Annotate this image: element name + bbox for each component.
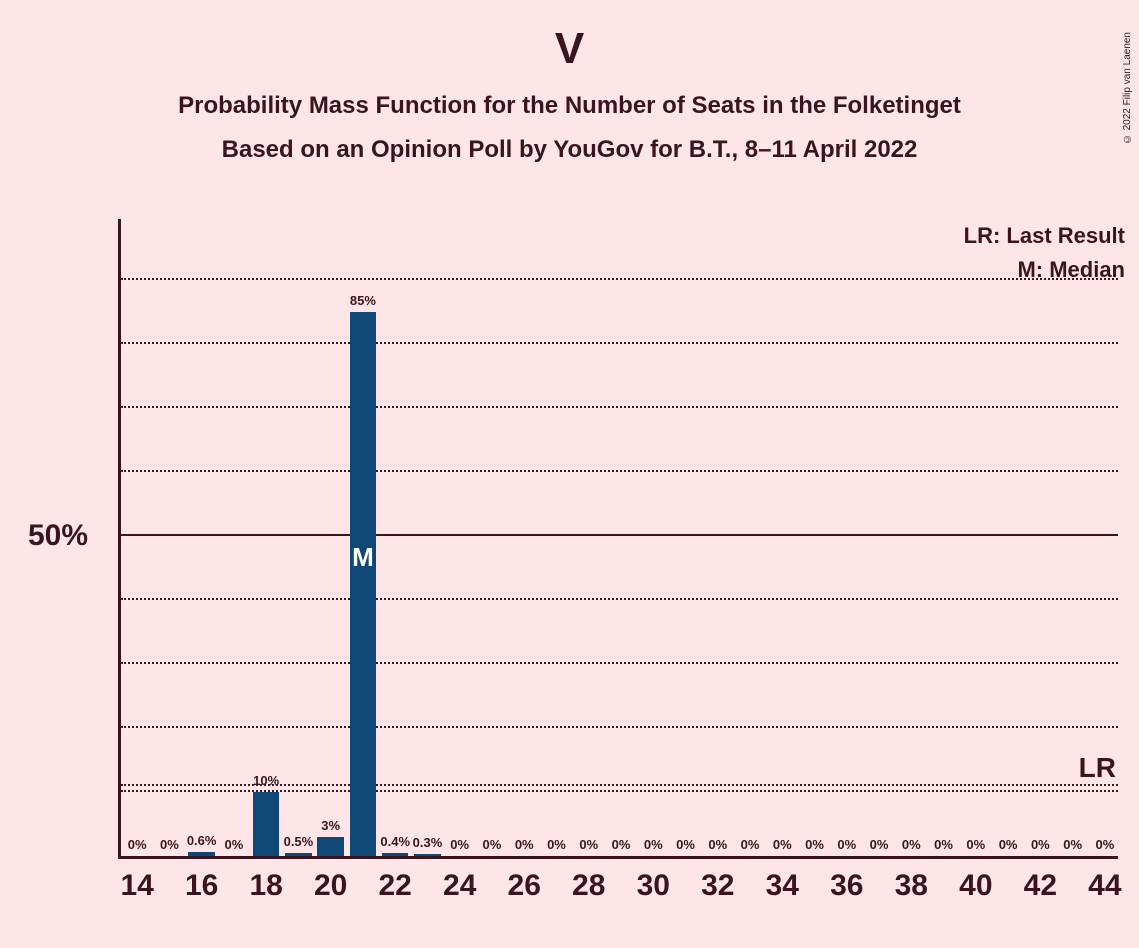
chart-subtitle-1: Probability Mass Function for the Number…	[0, 92, 1139, 120]
x-axis-tick-label: 14	[120, 869, 153, 903]
bar	[382, 853, 408, 856]
x-axis-tick-label: 24	[443, 869, 476, 903]
x-axis-tick-label: 26	[508, 869, 541, 903]
x-axis-tick-label: 38	[895, 869, 928, 903]
plot-region: 50%LR0%0%0.6%0%10%0.5%3%85%0.4%0.3%0%0%0…	[118, 219, 1118, 859]
bar-value-label: 0.5%	[284, 834, 314, 849]
x-axis-tick-label: 36	[830, 869, 863, 903]
x-axis-tick-label: 32	[701, 869, 734, 903]
copyright-text: © 2022 Filip van Laenen	[1122, 32, 1133, 144]
bar-value-label: 0%	[224, 837, 243, 852]
x-axis-tick-label: 30	[637, 869, 670, 903]
bar	[414, 854, 440, 856]
x-axis-tick-label: 20	[314, 869, 347, 903]
bar-value-label: 0%	[870, 837, 889, 852]
bar-value-label: 0.6%	[187, 833, 217, 848]
bar-value-label: 0%	[966, 837, 985, 852]
bar-value-label: 0%	[1095, 837, 1114, 852]
bar-value-label: 0%	[1031, 837, 1050, 852]
gridline	[121, 342, 1118, 344]
bar-value-label: 0%	[837, 837, 856, 852]
bar-value-label: 0%	[450, 837, 469, 852]
bar-value-label: 0%	[160, 837, 179, 852]
bar-value-label: 85%	[350, 293, 376, 308]
bar-value-label: 0%	[644, 837, 663, 852]
bar-value-label: 0.4%	[380, 834, 410, 849]
bar	[253, 792, 279, 856]
bar-value-label: 0.3%	[413, 835, 443, 850]
x-axis-tick-label: 42	[1024, 869, 1057, 903]
x-axis-tick-label: 18	[249, 869, 282, 903]
x-axis-tick-label: 34	[766, 869, 799, 903]
bar-value-label: 0%	[902, 837, 921, 852]
gridline	[121, 470, 1118, 472]
gridline	[121, 534, 1118, 536]
bar-value-label: 3%	[321, 818, 340, 833]
chart-subtitle-2: Based on an Opinion Poll by YouGov for B…	[0, 136, 1139, 164]
bar-value-label: 0%	[547, 837, 566, 852]
x-axis-tick-label: 40	[959, 869, 992, 903]
x-axis-tick-label: 16	[185, 869, 218, 903]
y-axis-label-50: 50%	[28, 519, 88, 553]
bar	[285, 853, 311, 856]
bar	[188, 852, 214, 856]
bar-value-label: 0%	[999, 837, 1018, 852]
bar-value-label: 0%	[1063, 837, 1082, 852]
gridline	[121, 278, 1118, 280]
x-axis-tick-label: 22	[379, 869, 412, 903]
lr-marker: LR	[1079, 752, 1116, 784]
bar-value-label: 10%	[253, 773, 279, 788]
gridline	[121, 662, 1118, 664]
bar-value-label: 0%	[128, 837, 147, 852]
bar-value-label: 0%	[579, 837, 598, 852]
x-axis-tick-label: 44	[1088, 869, 1121, 903]
bar-value-label: 0%	[773, 837, 792, 852]
median-marker: M	[352, 542, 374, 573]
bar	[317, 837, 343, 856]
chart-title: V	[0, 24, 1139, 74]
bar-value-label: 0%	[515, 837, 534, 852]
gridline	[121, 598, 1118, 600]
gridline	[121, 726, 1118, 728]
bar	[350, 312, 376, 856]
bar-value-label: 0%	[676, 837, 695, 852]
bar-value-label: 0%	[805, 837, 824, 852]
bar-value-label: 0%	[612, 837, 631, 852]
x-axis-tick-label: 28	[572, 869, 605, 903]
gridline	[121, 406, 1118, 408]
chart-area: LR: Last Result M: Median 50%LR0%0%0.6%0…	[0, 219, 1139, 909]
bar-value-label: 0%	[741, 837, 760, 852]
bar-value-label: 0%	[934, 837, 953, 852]
bar-value-label: 0%	[708, 837, 727, 852]
bar-value-label: 0%	[483, 837, 502, 852]
